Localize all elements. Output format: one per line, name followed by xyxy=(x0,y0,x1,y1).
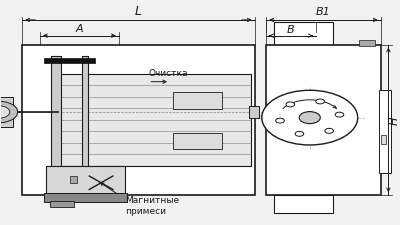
Text: B1: B1 xyxy=(316,7,331,17)
Bar xyxy=(51,57,60,184)
Circle shape xyxy=(0,102,18,123)
Text: A: A xyxy=(76,24,83,34)
Circle shape xyxy=(262,91,358,145)
Bar xyxy=(22,45,254,195)
Circle shape xyxy=(299,112,320,124)
Bar xyxy=(174,133,222,150)
Bar xyxy=(380,135,386,144)
Circle shape xyxy=(295,132,304,137)
Bar xyxy=(174,93,222,109)
Bar xyxy=(82,57,88,184)
Circle shape xyxy=(335,113,344,117)
Text: Магнитные
примеси: Магнитные примеси xyxy=(125,195,179,215)
Circle shape xyxy=(276,119,284,124)
Circle shape xyxy=(325,129,334,134)
Circle shape xyxy=(316,99,324,104)
Circle shape xyxy=(286,103,295,107)
Bar xyxy=(44,59,95,64)
Bar xyxy=(359,41,375,47)
Bar xyxy=(274,23,332,45)
Bar xyxy=(0,98,12,127)
Text: B: B xyxy=(287,25,295,35)
Bar xyxy=(70,176,78,183)
Text: H: H xyxy=(389,116,399,124)
Text: Очистка: Очистка xyxy=(148,69,188,78)
Bar xyxy=(46,166,125,195)
Bar xyxy=(50,201,74,207)
Text: L: L xyxy=(135,5,142,18)
Bar xyxy=(274,195,332,213)
Bar xyxy=(378,90,391,173)
Bar xyxy=(44,193,127,202)
Circle shape xyxy=(0,106,10,119)
Bar xyxy=(266,45,380,195)
Bar xyxy=(249,107,258,118)
Bar xyxy=(58,74,251,166)
